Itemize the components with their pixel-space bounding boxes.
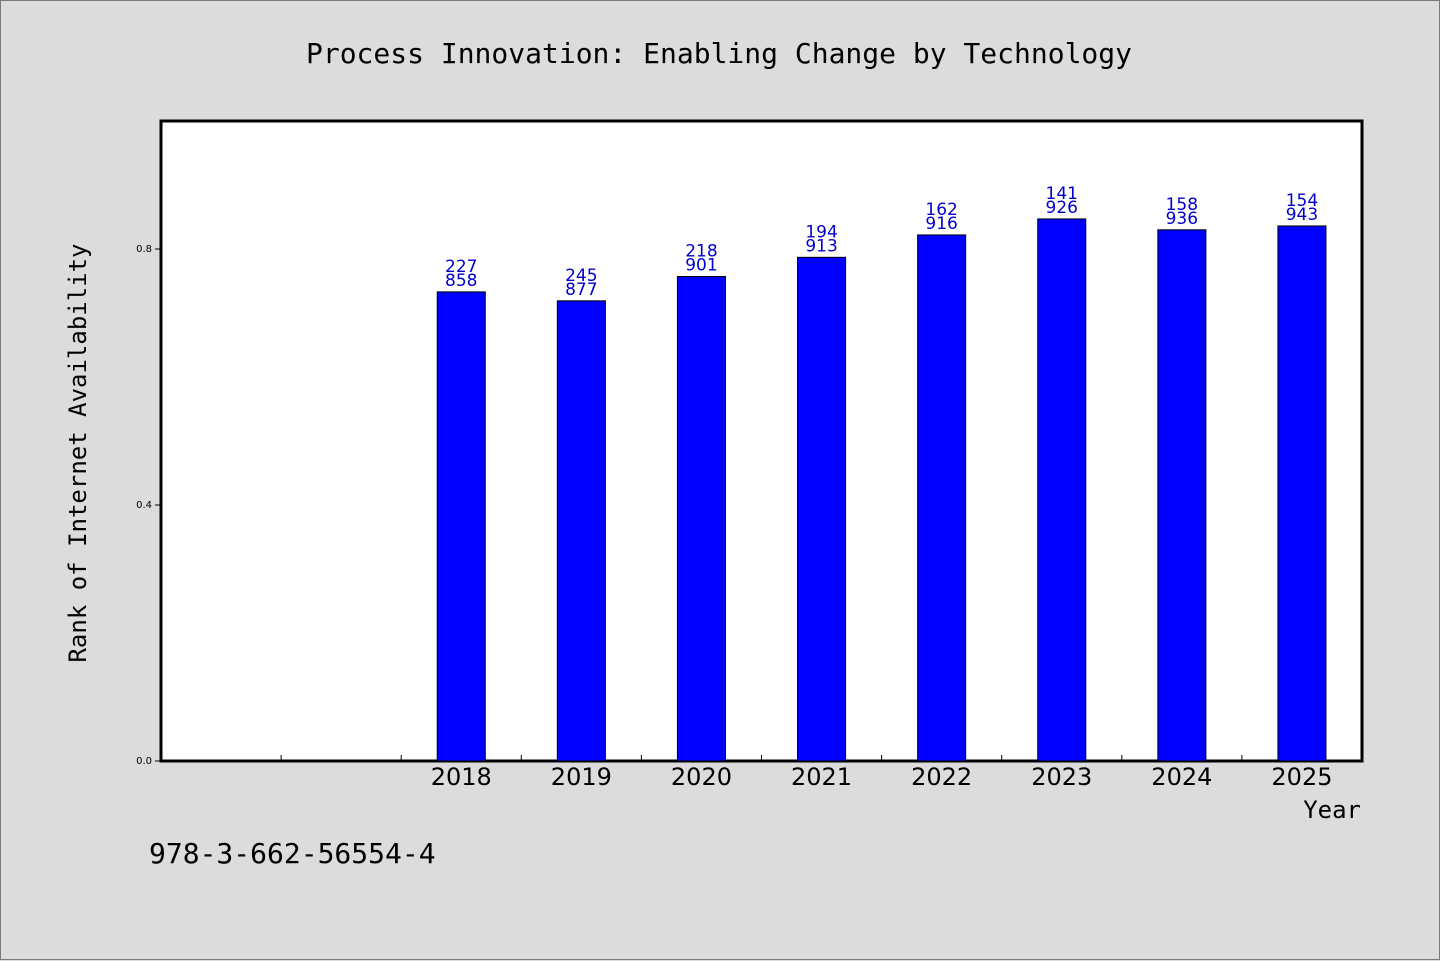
- x-tick-label-2022: 2022: [911, 763, 972, 791]
- bar-2022: [917, 234, 967, 762]
- bar-label-top-2021: 194: [805, 222, 837, 242]
- bar-label-bottom-2021: 913: [805, 236, 837, 256]
- bar-label-bottom-2018: 858: [445, 271, 477, 291]
- bar-label-top-2018: 227: [445, 257, 477, 277]
- bar-label-top-2019: 245: [565, 266, 597, 286]
- x-tick-label-2024: 2024: [1151, 763, 1212, 791]
- x-tick-label-2020: 2020: [671, 763, 732, 791]
- y-tick-label: 0.4: [136, 500, 152, 511]
- bar-label-bottom-2019: 877: [565, 280, 597, 300]
- bar-2024: [1157, 229, 1207, 762]
- bar-label-bottom-2022: 916: [925, 214, 957, 234]
- bar-label-top-2023: 141: [1046, 184, 1078, 204]
- y-ticks: 0.0 0.4 0.8: [136, 244, 161, 767]
- bar-2023: [1037, 218, 1087, 762]
- bar-label-bottom-2025: 943: [1286, 205, 1318, 225]
- footer-isbn: 978-3-662-56554-4: [149, 837, 436, 870]
- bar-label-bottom-2020: 901: [685, 256, 717, 276]
- y-tick-label: 0.0: [136, 756, 152, 767]
- x-tick-label-2025: 2025: [1271, 763, 1332, 791]
- bar-label-bottom-2023: 926: [1046, 198, 1078, 218]
- chart-title: Process Innovation: Enabling Change by T…: [306, 37, 1132, 70]
- x-tick-label-2021: 2021: [791, 763, 852, 791]
- x-tick-label-2019: 2019: [551, 763, 612, 791]
- x-ticks: 2018 2019 2020 2021 2022 2023 2024 2025: [280, 755, 1332, 791]
- bar-2019: [556, 300, 606, 762]
- y-axis-label: Rank of Internet Availability: [64, 243, 92, 662]
- y-tick-label: 0.8: [136, 244, 152, 255]
- bar-label-top-2020: 218: [685, 242, 717, 262]
- x-axis-label: Year: [1303, 796, 1361, 824]
- bar-2025: [1277, 225, 1327, 762]
- x-tick-label-2023: 2023: [1031, 763, 1092, 791]
- x-tick-label-2018: 2018: [431, 763, 492, 791]
- bar-label-top-2024: 158: [1166, 195, 1198, 215]
- bar-2018: [436, 291, 486, 762]
- bar-2020: [676, 276, 726, 762]
- bar-label-bottom-2024: 936: [1166, 209, 1198, 229]
- bar-label-top-2025: 154: [1286, 191, 1318, 211]
- bar-label-top-2022: 162: [925, 200, 957, 220]
- bar-2021: [797, 256, 847, 762]
